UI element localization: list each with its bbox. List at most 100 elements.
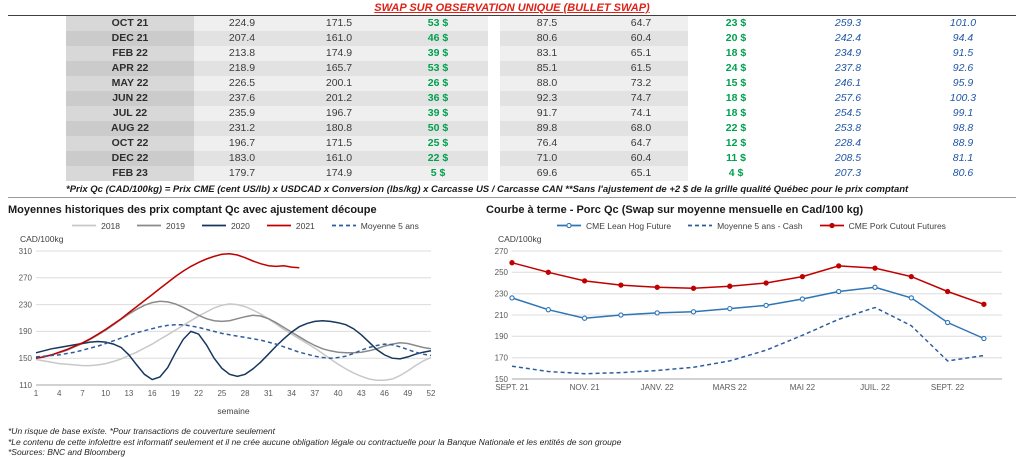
section-divider — [8, 197, 1016, 198]
swap-value-cell: 171.5 — [290, 16, 388, 31]
left-chart-plot: 110 150 190 230 270 310 1 4 7 10 13 16 19 22 25 28 31 34 3… — [19, 247, 436, 416]
swap-table-row: OCT 21 224.9 171.5 53 $ 87.5 64.7 23 $ 259.3 101… — [66, 16, 1014, 31]
swap-value-cell: 101.0 — [949, 17, 977, 29]
swap-table-body: OCT 21 224.9 171.5 53 $87.5 64.7 23 $259.3 101… — [66, 16, 1014, 181]
series-line-moyenne-5-ans — [35, 323, 432, 359]
swap-table-row: AUG 22 231.2 180.8 50 $ 89.8 68.0 22 $ 253.8 98.… — [66, 121, 1014, 136]
column-gap — [488, 151, 500, 166]
swap-value-cell: 11 $ — [726, 152, 746, 164]
legend-item-moyenne-5-ans: Moyenne 5 ans — [331, 221, 419, 231]
swap-table: OCT 21 224.9 171.5 53 $87.5 64.7 23 $259.3 101… — [66, 16, 1014, 181]
legend-item-2019: 2019 — [136, 221, 185, 231]
x-axis-label: semaine — [217, 406, 249, 416]
swap-value-cell: 73.2 — [594, 76, 688, 91]
legend-label: 2018 — [101, 220, 121, 231]
data-point — [836, 263, 842, 269]
swap-value-cell: 257.6 — [834, 92, 862, 104]
swap-value-cell: 237.8 — [834, 62, 862, 74]
swap-month-cell: FEB 22 — [66, 46, 194, 61]
legend-swatch-cme-pork-cutout-futures — [819, 222, 844, 229]
swap-value-cell: 46 $ — [388, 31, 488, 46]
right-chart-title: Courbe à terme - Porc Qc (Swap sur moyen… — [486, 204, 864, 216]
swap-value-cell: 171.5 — [290, 136, 388, 151]
x-tick-label: 10 — [101, 389, 110, 398]
legend-label: 2021 — [295, 220, 315, 231]
legend-swatch-moyenne-5-ans — [331, 224, 356, 227]
data-point — [509, 260, 515, 266]
column-gap — [488, 166, 500, 181]
swap-value-cell: 65.1 — [594, 166, 688, 181]
swap-value-cell: 4 $ — [728, 167, 744, 179]
swap-table-row: APR 22 218.9 165.7 53 $ 85.1 61.5 24 $ 237.8 92.… — [66, 61, 1014, 76]
swap-value-cell: 99.1 — [952, 107, 974, 119]
column-gap — [488, 106, 500, 121]
data-point — [836, 288, 842, 295]
swap-value-cell: 165.7 — [290, 61, 388, 76]
x-tick-label: 13 — [124, 389, 133, 398]
x-tick-label: 7 — [80, 389, 85, 398]
data-point — [654, 310, 660, 316]
y-tick-label: 270 — [495, 247, 509, 256]
swap-value-cell: 91.5 — [952, 47, 974, 59]
x-tick-label: 22 — [194, 389, 203, 398]
footnotes: *Un risque de base existe. *Pour transac… — [0, 422, 1024, 457]
x-tick-label: NOV. 21 — [570, 383, 600, 392]
swap-value-cell: 207.3 — [834, 167, 862, 179]
x-tick-label: 31 — [264, 389, 273, 398]
y-tick-label: 210 — [495, 311, 509, 320]
swap-value-cell: 174.9 — [290, 166, 388, 181]
swap-value-cell: 22 $ — [388, 151, 488, 166]
legend-swatch-cme-lean-hog-future — [557, 222, 582, 229]
swap-value-cell: 161.0 — [290, 151, 388, 166]
y-tick-label: 190 — [495, 332, 509, 341]
swap-month-cell: OCT 21 — [66, 16, 194, 31]
legend-item-2021: 2021 — [266, 221, 315, 231]
left-chart-y-axis-label: CAD/100kg — [20, 234, 64, 244]
swap-value-cell: 15 $ — [725, 77, 747, 89]
swap-value-cell: 50 $ — [388, 121, 488, 136]
x-tick-label: 19 — [171, 389, 180, 398]
x-tick-label: 46 — [380, 389, 389, 398]
swap-value-cell: 5 $ — [388, 166, 488, 181]
swap-value-cell: 69.6 — [500, 166, 594, 181]
swap-value-cell: 25 $ — [388, 136, 488, 151]
right-chart-legend: CME Lean Hog Future Moyenne 5 ans - Cash C… — [484, 219, 1018, 232]
legend-swatch-2019 — [137, 224, 162, 227]
swap-value-cell: 92.3 — [500, 91, 594, 106]
data-point — [944, 288, 951, 295]
table-footnote: *Prix Qc (CAD/100kg) = Prix CME (cent US… — [66, 184, 909, 195]
swap-value-cell: 161.0 — [290, 31, 388, 46]
series-line-cme-lean-hog-future — [511, 286, 985, 340]
data-point — [799, 273, 806, 280]
column-gap — [488, 136, 500, 151]
data-point — [690, 285, 697, 291]
legend-swatch-2021 — [266, 224, 291, 227]
x-tick-label: 52 — [427, 389, 436, 398]
y-tick-label: 190 — [19, 327, 33, 336]
y-tick-label: 230 — [495, 290, 509, 299]
x-tick-label: 16 — [148, 389, 157, 398]
y-tick-label: 150 — [495, 375, 509, 384]
legend-label: CME Lean Hog Future — [586, 220, 672, 231]
swap-month-cell: DEC 21 — [66, 31, 194, 46]
swap-value-cell: 88.9 — [952, 137, 974, 149]
swap-month-cell: MAY 22 — [66, 76, 194, 91]
swap-value-cell: 60.4 — [594, 151, 688, 166]
series-line-2020 — [35, 319, 432, 381]
swap-value-cell: 80.6 — [500, 31, 594, 46]
right-chart-y-axis-label: CAD/100kg — [498, 234, 542, 244]
swap-value-cell: 81.1 — [952, 152, 974, 164]
swap-value-cell: 23 $ — [725, 17, 747, 29]
x-tick-label: 34 — [287, 389, 296, 398]
footnote-line-3: *Sources: BNC and Bloomberg — [8, 447, 126, 457]
swap-value-cell: 213.8 — [194, 46, 290, 61]
swap-table-row: FEB 23 179.7 174.9 5 $ 69.6 65.1 4 $ 207.3 80.6 — [66, 166, 1014, 181]
swap-table-row: MAY 22 226.5 200.1 26 $ 88.0 73.2 15 $ 246.1 95.… — [66, 76, 1014, 91]
data-point — [872, 284, 878, 290]
swap-value-cell: 80.6 — [952, 167, 974, 179]
x-tick-label: MARS 22 — [713, 383, 748, 392]
swap-value-cell: 91.7 — [500, 106, 594, 121]
data-point — [618, 312, 624, 318]
forward-curve-chart: Courbe à terme - Porc Qc (Swap sur moyen… — [484, 201, 1018, 422]
